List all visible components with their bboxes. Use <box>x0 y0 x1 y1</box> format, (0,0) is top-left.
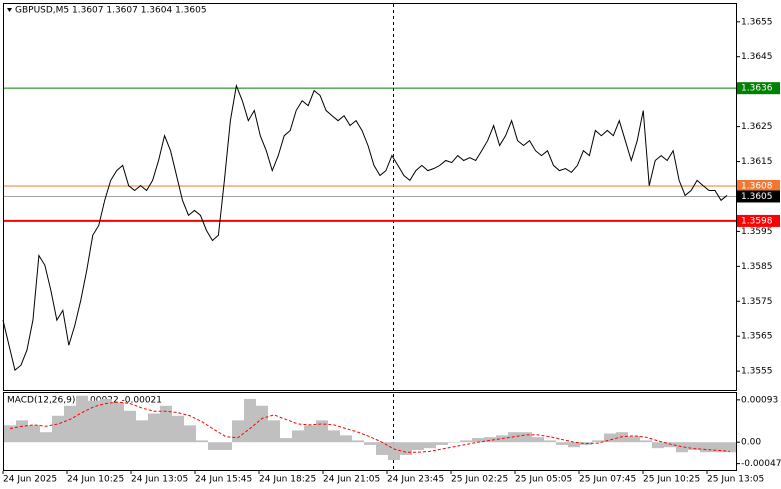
macd-bar <box>136 420 148 443</box>
y-tick-label: 1.3655 <box>741 17 773 27</box>
macd-bar <box>544 440 556 443</box>
macd-bar <box>532 437 544 443</box>
y-tick-label: 0.00 <box>741 438 761 448</box>
x-tick-label: 24 Jun 23:45 <box>387 475 444 485</box>
macd-bar <box>232 420 244 443</box>
x-tick-label: 25 Jun 13:05 <box>707 475 764 485</box>
macd-bar <box>412 442 424 450</box>
y-tick-label: 1.3615 <box>741 157 773 167</box>
price-frame <box>3 3 737 391</box>
macd-bar <box>124 410 136 443</box>
y-tick-label: -0.00047 <box>741 459 781 469</box>
x-tick-label: 25 Jun 05:05 <box>515 475 572 485</box>
macd-bar <box>52 415 64 443</box>
macd-bar <box>76 395 88 443</box>
x-tick-label: 25 Jun 07:45 <box>579 475 636 485</box>
macd-bar <box>268 420 280 443</box>
level-label-box <box>737 179 780 192</box>
macd-bar <box>400 442 412 455</box>
level-label-box <box>737 190 780 203</box>
x-tick-label: 24 Jun 13:05 <box>131 475 188 485</box>
macd-bar <box>376 442 388 455</box>
x-tick-label: 25 Jun 10:25 <box>643 475 700 485</box>
y-tick-label: 1.3555 <box>741 367 773 377</box>
macd-bar <box>448 442 460 443</box>
macd-bar <box>292 430 304 443</box>
level-label-box <box>737 82 780 95</box>
price-line <box>2 83 728 371</box>
macd-bar <box>436 442 448 445</box>
macd-bar <box>640 440 652 443</box>
macd-bar <box>712 442 724 453</box>
macd-bar <box>700 442 712 453</box>
level-label-box <box>737 214 780 227</box>
x-tick-label: 24 Jun 21:05 <box>323 475 380 485</box>
macd-bar <box>472 438 484 443</box>
menu-arrow <box>7 8 12 12</box>
macd-bar <box>88 400 100 443</box>
level-label: 1.3636 <box>741 84 773 94</box>
macd-bar <box>556 442 568 445</box>
macd-bar <box>16 420 28 443</box>
y-tick-label: 1.3625 <box>741 122 773 132</box>
macd-bar <box>352 440 364 443</box>
macd-bar <box>520 432 532 443</box>
x-tick-label: 25 Jun 02:25 <box>451 475 508 485</box>
macd-bar <box>196 440 208 443</box>
macd-bar <box>340 435 352 443</box>
macd-bar <box>28 425 40 443</box>
x-tick-label: 24 Jun 10:25 <box>67 475 124 485</box>
macd-bar <box>208 442 220 450</box>
y-tick-label: 1.3585 <box>741 262 773 272</box>
level-label: 1.3605 <box>741 192 773 202</box>
x-tick-label: 24 Jun 2025 <box>3 475 57 485</box>
macd-bar <box>652 442 664 449</box>
macd-bar <box>568 442 580 448</box>
macd-bar <box>64 405 76 443</box>
level-label: 1.3608 <box>741 181 773 191</box>
macd-bar <box>664 442 676 448</box>
x-tick-label: 24 Jun 15:45 <box>195 475 252 485</box>
macd-bar <box>676 442 688 453</box>
macd-bar <box>604 433 616 443</box>
macd-bar <box>688 442 700 450</box>
macd-bar <box>160 405 172 443</box>
macd-bar <box>364 442 376 445</box>
x-tick-label: 24 Jun 18:25 <box>259 475 316 485</box>
macd-bar <box>112 402 124 443</box>
macd-frame <box>3 392 737 471</box>
macd-bar <box>424 442 436 449</box>
signal-line <box>9 401 731 453</box>
macd-bar <box>628 436 640 443</box>
y-tick-label: 1.3645 <box>741 52 773 62</box>
macd-bar <box>388 442 400 460</box>
macd-bar <box>220 442 232 450</box>
macd-bar <box>184 425 196 443</box>
level-label: 1.3598 <box>741 216 773 226</box>
macd-bar <box>304 425 316 443</box>
chart-title: GBPUSD,M5 1.3607 1.3607 1.3604 1.3605 <box>15 6 207 16</box>
macd-bar <box>40 432 52 443</box>
y-tick-label: 1.3575 <box>741 297 773 307</box>
macd-bar <box>100 398 112 443</box>
macd-bar <box>148 413 160 443</box>
y-tick-label: 1.3565 <box>741 332 773 342</box>
macd-bar <box>280 438 292 443</box>
y-tick-label: 1.3595 <box>741 227 773 237</box>
macd-bar <box>460 440 472 443</box>
macd-bar <box>724 442 736 453</box>
macd-bar <box>4 425 16 443</box>
macd-bar <box>484 437 496 443</box>
macd-bar <box>592 440 604 443</box>
y-tick-label: 0.00093 <box>741 395 778 405</box>
macd-bar <box>172 415 184 443</box>
macd-bar <box>328 430 340 443</box>
macd-bar <box>316 420 328 443</box>
macd-bar <box>244 398 256 443</box>
macd-bar <box>256 405 268 443</box>
